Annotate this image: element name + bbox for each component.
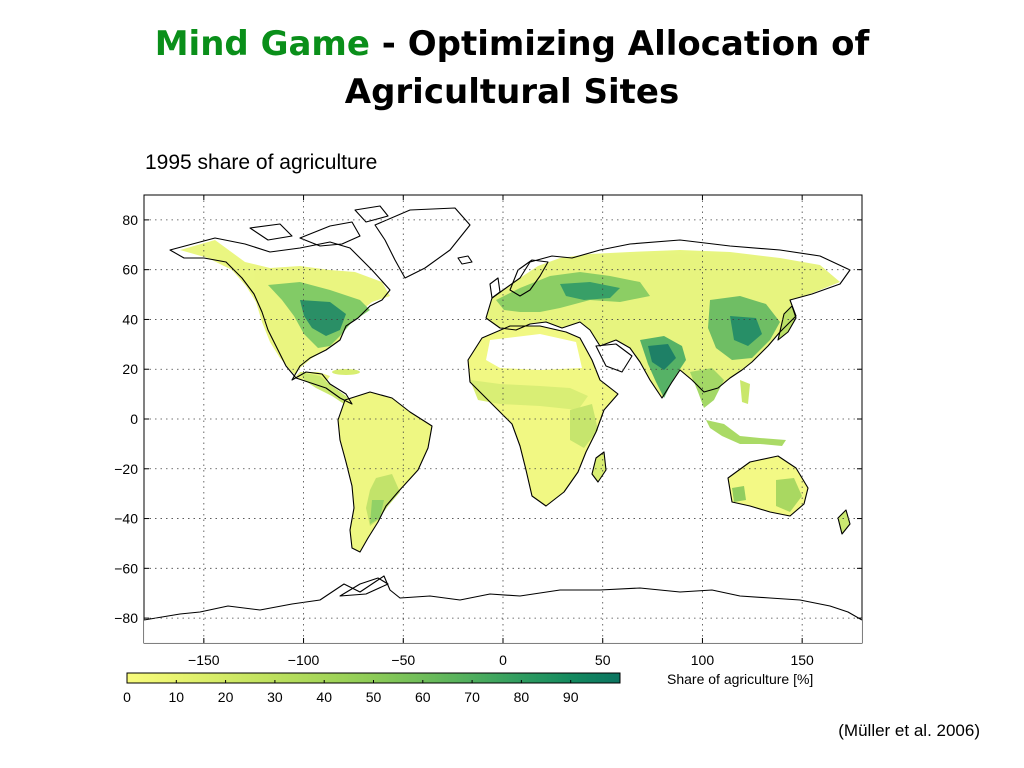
india-core bbox=[648, 344, 676, 370]
y-tick-label: 60 bbox=[122, 262, 138, 278]
new-zealand-coast bbox=[837, 509, 851, 535]
y-tick-label: 0 bbox=[130, 411, 138, 427]
colorbar-tick-label: 0 bbox=[123, 689, 131, 705]
antarctic-peninsula-coast bbox=[339, 577, 389, 597]
y-tick-label: −80 bbox=[114, 610, 138, 626]
map-title: 1995 share of agriculture bbox=[145, 151, 378, 174]
south-america-coast bbox=[337, 391, 433, 553]
x-tick-label: 50 bbox=[595, 652, 611, 668]
china-core bbox=[730, 316, 762, 346]
north-america-land bbox=[180, 240, 390, 402]
x-tick-label: 100 bbox=[691, 652, 715, 668]
greenland-land bbox=[375, 208, 470, 278]
australia-sw bbox=[732, 486, 746, 502]
x-tick-label: −100 bbox=[288, 652, 320, 668]
title-line-1: Mind Game - Optimizing Allocation of bbox=[0, 20, 1024, 68]
steppe-core bbox=[560, 282, 620, 300]
x-tick-label: −50 bbox=[391, 652, 415, 668]
x-tick-label: 0 bbox=[499, 652, 507, 668]
arctic-islands-coast bbox=[249, 205, 389, 247]
arabia-coast bbox=[595, 343, 633, 373]
greenland-coast bbox=[374, 207, 471, 279]
y-tick-label: 20 bbox=[122, 361, 138, 377]
colorbar-tick-label: 10 bbox=[169, 689, 185, 705]
indonesia-land bbox=[706, 420, 786, 446]
corn-belt-core bbox=[300, 300, 346, 336]
australia-east bbox=[776, 478, 802, 512]
scandinavia-coast bbox=[509, 259, 549, 297]
title-accent: Mind Game bbox=[154, 24, 370, 64]
title-rest: - Optimizing Allocation of bbox=[369, 24, 870, 64]
agriculture-fill bbox=[144, 208, 862, 643]
colorbar-tick-label: 60 bbox=[415, 689, 431, 705]
y-tick-label: −40 bbox=[114, 511, 138, 527]
colorbar-tick-label: 20 bbox=[218, 689, 234, 705]
colorbar-tick-label: 80 bbox=[514, 689, 530, 705]
sahara-blank bbox=[486, 334, 582, 370]
pampas-core bbox=[370, 500, 384, 524]
europe-asia-coast bbox=[485, 239, 851, 399]
coastlines bbox=[144, 205, 862, 621]
colorbar-tick-label: 90 bbox=[563, 689, 579, 705]
x-tick-label: −150 bbox=[188, 652, 220, 668]
x-tick-label: 150 bbox=[790, 652, 814, 668]
graticule bbox=[144, 195, 862, 643]
antarctica-land bbox=[144, 590, 862, 643]
south-america-land bbox=[338, 392, 432, 552]
colorbar-tick-label: 40 bbox=[316, 689, 332, 705]
se-asia-land bbox=[690, 368, 724, 408]
iceland-coast bbox=[457, 255, 473, 265]
east-africa-patches bbox=[570, 404, 598, 448]
north-america-coast bbox=[169, 237, 391, 405]
y-tick-label: 80 bbox=[122, 212, 138, 228]
y-tick-label: −20 bbox=[114, 461, 138, 477]
philippines-land bbox=[740, 380, 750, 404]
colorbar-ticks: 0 10 20 30 40 50 60 70 80 90 bbox=[123, 680, 579, 705]
map-layers bbox=[144, 195, 862, 643]
sahel-belt bbox=[470, 380, 588, 410]
colorbar-tick-label: 50 bbox=[366, 689, 382, 705]
colorbar: 0 10 20 30 40 50 60 70 80 90 Share of agriculture… bbox=[123, 671, 813, 705]
japan-land bbox=[778, 306, 796, 340]
colorbar-label: Share of agriculture [%] bbox=[667, 671, 813, 687]
y-tick-label: −60 bbox=[114, 560, 138, 576]
slide-title: Mind Game - Optimizing Allocation of Agr… bbox=[0, 20, 1024, 116]
australia-coast bbox=[727, 455, 809, 517]
title-line-2: Agricultural Sites bbox=[344, 72, 680, 112]
antarctica-coast bbox=[144, 575, 862, 621]
colorbar-tick-label: 70 bbox=[464, 689, 480, 705]
axes: −150 −100 −50 0 50 100 150 80 60 40 20 0 −20 −40 −60 −8… bbox=[114, 195, 862, 668]
africa-coast bbox=[467, 325, 619, 507]
citation: (Müller et al. 2006) bbox=[838, 721, 980, 740]
cuba-land bbox=[332, 369, 360, 375]
madagascar-coast bbox=[591, 451, 607, 483]
japan-coast bbox=[777, 305, 797, 341]
british-isles-coast bbox=[489, 277, 501, 299]
colorbar-tick-label: 30 bbox=[267, 689, 283, 705]
y-tick-label: 40 bbox=[122, 311, 138, 327]
africa-land bbox=[468, 326, 618, 506]
